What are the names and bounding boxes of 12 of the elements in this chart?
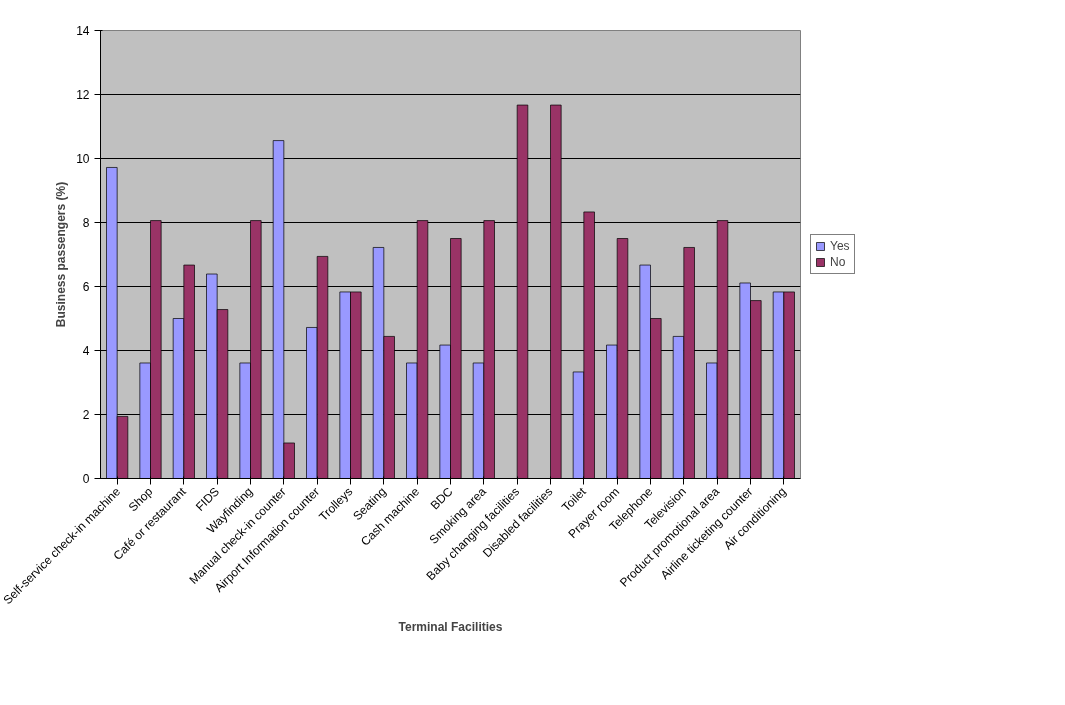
y-tick-label: 2 <box>82 408 90 422</box>
legend-label: Yes <box>830 239 850 253</box>
y-tick-label: 10 <box>76 152 90 166</box>
y-tick-label: 12 <box>76 88 90 102</box>
y-axis-title: Business passengers (%) <box>54 181 69 328</box>
y-tick-label: 6 <box>82 280 90 294</box>
x-axis-title: Terminal Facilities <box>398 620 503 635</box>
legend-label: No <box>830 255 847 269</box>
y-tick-label: 8 <box>82 216 90 230</box>
y-tick-label: 0 <box>82 472 90 486</box>
y-tick-label: 14 <box>76 24 90 38</box>
y-tick-label: 4 <box>82 344 90 358</box>
